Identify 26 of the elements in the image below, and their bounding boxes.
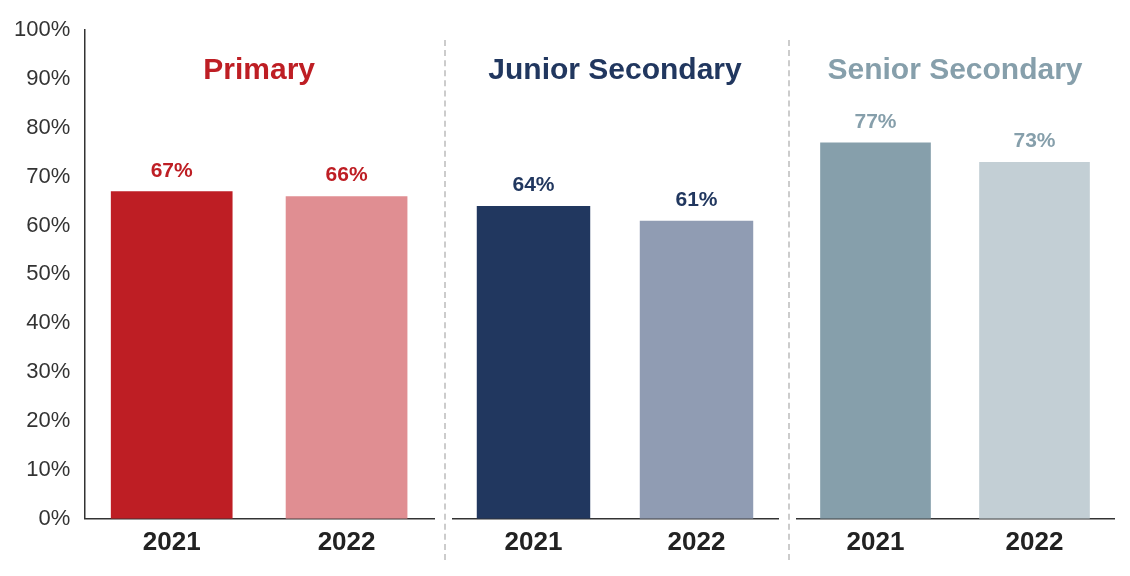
y-tick-label: 100%: [13, 16, 71, 42]
y-tick-label: 80%: [26, 113, 71, 139]
data-label: 64%: [512, 172, 555, 196]
text: Senior Secondary: [827, 52, 1083, 86]
data-label: 61%: [675, 186, 718, 210]
y-tick-label: 40%: [26, 309, 71, 335]
text: Junior Secondary: [488, 52, 743, 86]
x-tick-label: 2021: [846, 525, 905, 556]
x-tick-label: 2021: [142, 525, 201, 556]
y-tick-label: 30%: [26, 358, 71, 384]
y-tick-label: 20%: [26, 407, 71, 433]
y-tick-label: 90%: [26, 64, 71, 90]
y-tick-label: 0%: [38, 504, 71, 530]
y-tick-label: 10%: [26, 455, 71, 481]
x-tick-label: 2021: [504, 525, 563, 556]
y-tick-label: 50%: [26, 260, 71, 286]
data-label: 67%: [150, 157, 194, 181]
data-label: 66%: [325, 162, 368, 186]
data-label: 73%: [1013, 128, 1056, 152]
x-tick-label: 2022: [317, 525, 376, 556]
text: Primary: [203, 52, 316, 86]
x-tick-label: 2022: [1005, 525, 1064, 556]
data-label: 77%: [854, 108, 897, 132]
y-tick-label: 70%: [26, 162, 71, 188]
x-tick-label: 2022: [667, 525, 726, 556]
y-tick-label: 60%: [26, 211, 71, 237]
